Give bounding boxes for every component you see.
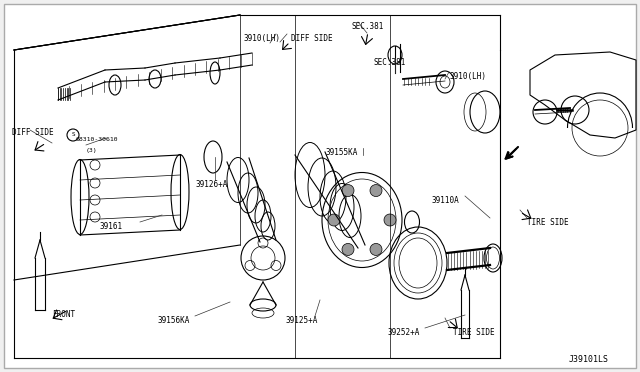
Text: J39101LS: J39101LS — [569, 355, 609, 364]
Text: DIFF SIDE: DIFF SIDE — [291, 34, 333, 43]
Text: TIRE SIDE: TIRE SIDE — [453, 328, 495, 337]
Text: 39156KA: 39156KA — [158, 316, 190, 325]
Text: 39252+A: 39252+A — [388, 328, 420, 337]
Text: 39110A: 39110A — [432, 196, 460, 205]
Text: SEC.381: SEC.381 — [374, 58, 406, 67]
Text: 39155KA: 39155KA — [325, 148, 357, 157]
Text: 08310-30610: 08310-30610 — [76, 137, 118, 142]
Circle shape — [342, 243, 354, 256]
Text: 39161: 39161 — [100, 222, 123, 231]
Circle shape — [342, 185, 354, 196]
Circle shape — [328, 214, 340, 226]
Text: TIRE SIDE: TIRE SIDE — [527, 218, 568, 227]
Text: DIFF SIDE: DIFF SIDE — [12, 128, 54, 137]
Text: S: S — [71, 132, 75, 138]
Text: (3): (3) — [86, 148, 98, 153]
Text: 39126+A: 39126+A — [195, 180, 227, 189]
FancyBboxPatch shape — [4, 4, 636, 368]
Text: 3910(LH): 3910(LH) — [449, 72, 486, 81]
Text: 39125+A: 39125+A — [286, 316, 318, 325]
Text: FRONT: FRONT — [52, 310, 75, 319]
Circle shape — [384, 214, 396, 226]
Circle shape — [370, 243, 382, 256]
Text: SEC.381: SEC.381 — [352, 22, 385, 31]
Circle shape — [370, 185, 382, 196]
Text: 3910(LH): 3910(LH) — [243, 34, 280, 43]
